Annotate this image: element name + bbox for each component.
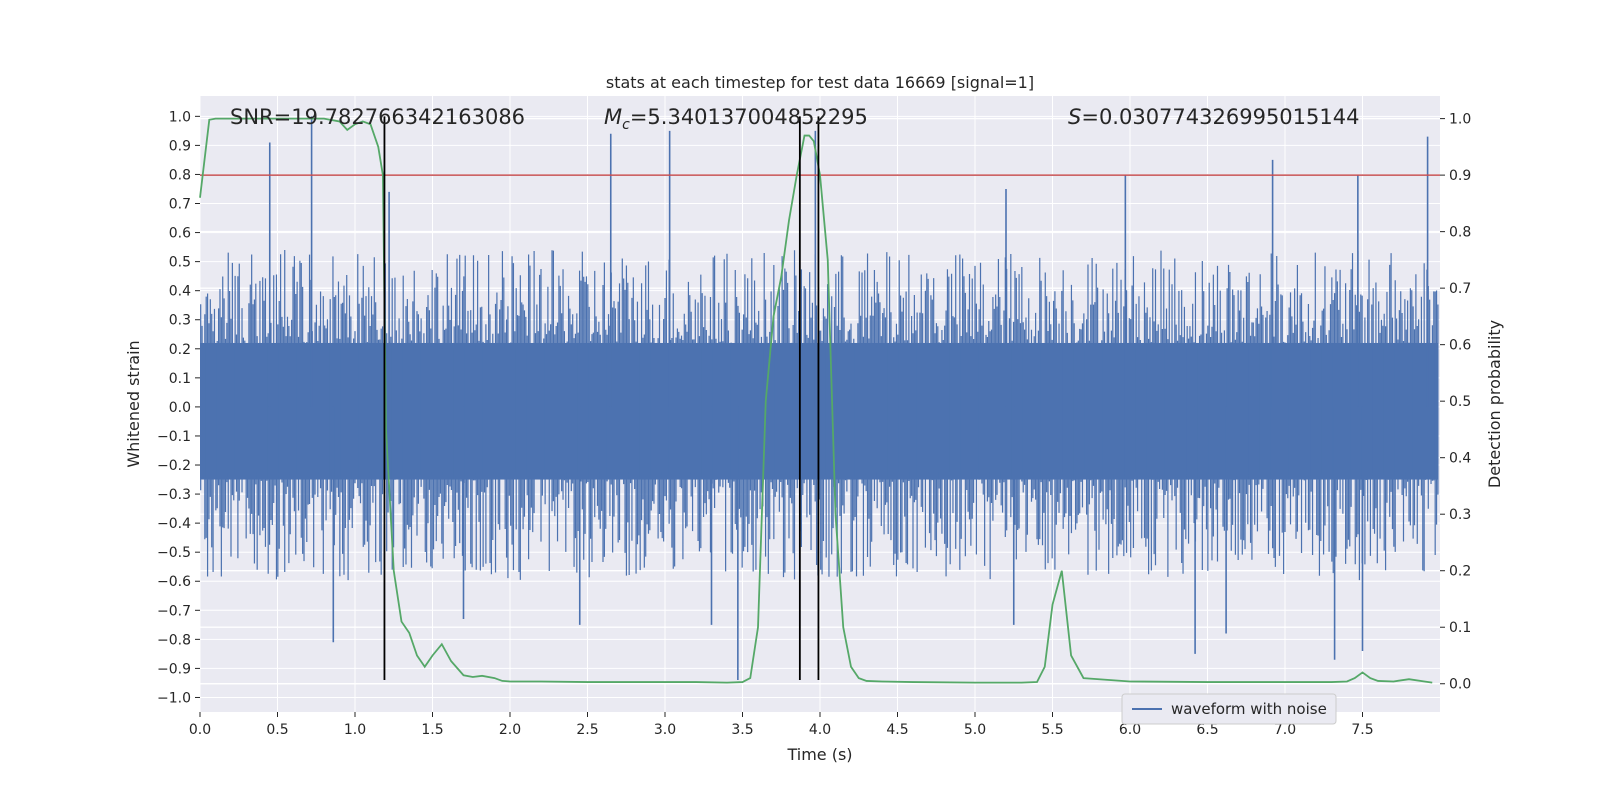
x-tick-label: 6.5: [1196, 722, 1218, 738]
y-right-tick-label: 0.9: [1449, 168, 1471, 184]
y-tick-label: −0.4: [157, 516, 191, 532]
x-tick-label: 1.0: [344, 722, 366, 738]
x-tick-label: 7.0: [1274, 722, 1296, 738]
chirp-mass-annotation: Mc=5.340137004852295: [604, 105, 868, 133]
s-annotation: S=0.030774326995015144: [1068, 105, 1359, 129]
y-right-tick-label: 0.4: [1449, 451, 1471, 467]
x-tick-label: 6.0: [1119, 722, 1141, 738]
y-right-tick-label: 0.5: [1449, 394, 1471, 410]
y-tick-label: −1.0: [157, 690, 191, 706]
chart-title: stats at each timestep for test data 166…: [606, 73, 1034, 92]
y-right-tick-label: 0.2: [1449, 564, 1471, 580]
y-tick-label: 0.1: [169, 371, 191, 387]
x-tick-label: 3.5: [731, 722, 753, 738]
plot-series: [199, 116, 1440, 684]
y-tick-label: −0.6: [157, 574, 191, 590]
y-right-tick-label: 1.0: [1449, 112, 1471, 128]
y-tick-label: −0.3: [157, 487, 191, 503]
waveform-line: [200, 250, 1439, 581]
legend-label-waveform: waveform with noise: [1171, 700, 1327, 718]
x-tick-label: 3.0: [654, 722, 676, 738]
y-right-tick-label: 0.7: [1449, 281, 1471, 297]
x-tick-label: 0.0: [189, 722, 211, 738]
y-right-axis-label: Detection probability: [1485, 320, 1504, 488]
y-tick-label: −0.9: [157, 661, 191, 677]
probability-line: [199, 117, 1433, 684]
y-tick-label: 1.0: [169, 109, 191, 125]
y-tick-label: −0.5: [157, 545, 191, 561]
y-tick-label: 0.8: [169, 167, 191, 183]
s-symbol: S: [1068, 105, 1081, 129]
axes: 0.0 0.5 1.0 1.5 2.0 2.5 3.0 3.5 4.0 4.5 5.0 5.5 6.0 6…: [157, 109, 1471, 738]
legend: waveform with noise: [1121, 693, 1337, 725]
y-tick-label: −0.8: [157, 632, 191, 648]
y-tick-label: 0.2: [169, 342, 191, 358]
x-tick-label: 4.5: [886, 722, 908, 738]
y-right-tick-label: 0.6: [1449, 338, 1471, 354]
x-tick-label: 1.5: [421, 722, 443, 738]
y-tick-label: 0.7: [169, 197, 191, 213]
y-tick-label: −0.7: [157, 603, 191, 619]
x-tick-label: 5.5: [1041, 722, 1063, 738]
y-right-tick-label: 0.0: [1449, 677, 1471, 693]
probability-series: [199, 117, 1433, 684]
x-tick-label: 2.0: [499, 722, 521, 738]
y-right-tick-label: 0.8: [1449, 225, 1471, 241]
x-tick-label: 0.5: [266, 722, 288, 738]
y-tick-label: 0.3: [169, 313, 191, 329]
y-right-tick-label: 0.1: [1449, 620, 1471, 636]
y-tick-label: 0.6: [169, 226, 191, 242]
s-value: =0.030774326995015144: [1081, 105, 1359, 129]
chirp-mass-symbol: M: [604, 105, 622, 129]
x-tick-label: 4.0: [809, 722, 831, 738]
x-axis-label: Time (s): [786, 745, 852, 764]
chirp-mass-value: =5.340137004852295: [630, 105, 868, 129]
y-tick-label: 0.4: [169, 284, 191, 300]
y-right-tick-label: 0.3: [1449, 507, 1471, 523]
y-tick-label: 0.0: [169, 400, 191, 416]
y-tick-label: 0.5: [169, 255, 191, 271]
x-tick-label: 7.5: [1351, 722, 1373, 738]
x-tick-label: 5.0: [964, 722, 986, 738]
x-tick-label: 2.5: [576, 722, 598, 738]
y-tick-label: −0.1: [157, 429, 191, 445]
legend-box: [1121, 693, 1337, 725]
y-tick-label: 0.9: [169, 138, 191, 154]
chirp-mass-subscript: c: [622, 117, 630, 133]
y-axis-label: Whitened strain: [124, 340, 143, 467]
y-tick-label: −0.2: [157, 458, 191, 474]
vertical-markers: [383, 116, 820, 681]
snr-annotation: SNR=19.782766342163086: [230, 105, 525, 129]
